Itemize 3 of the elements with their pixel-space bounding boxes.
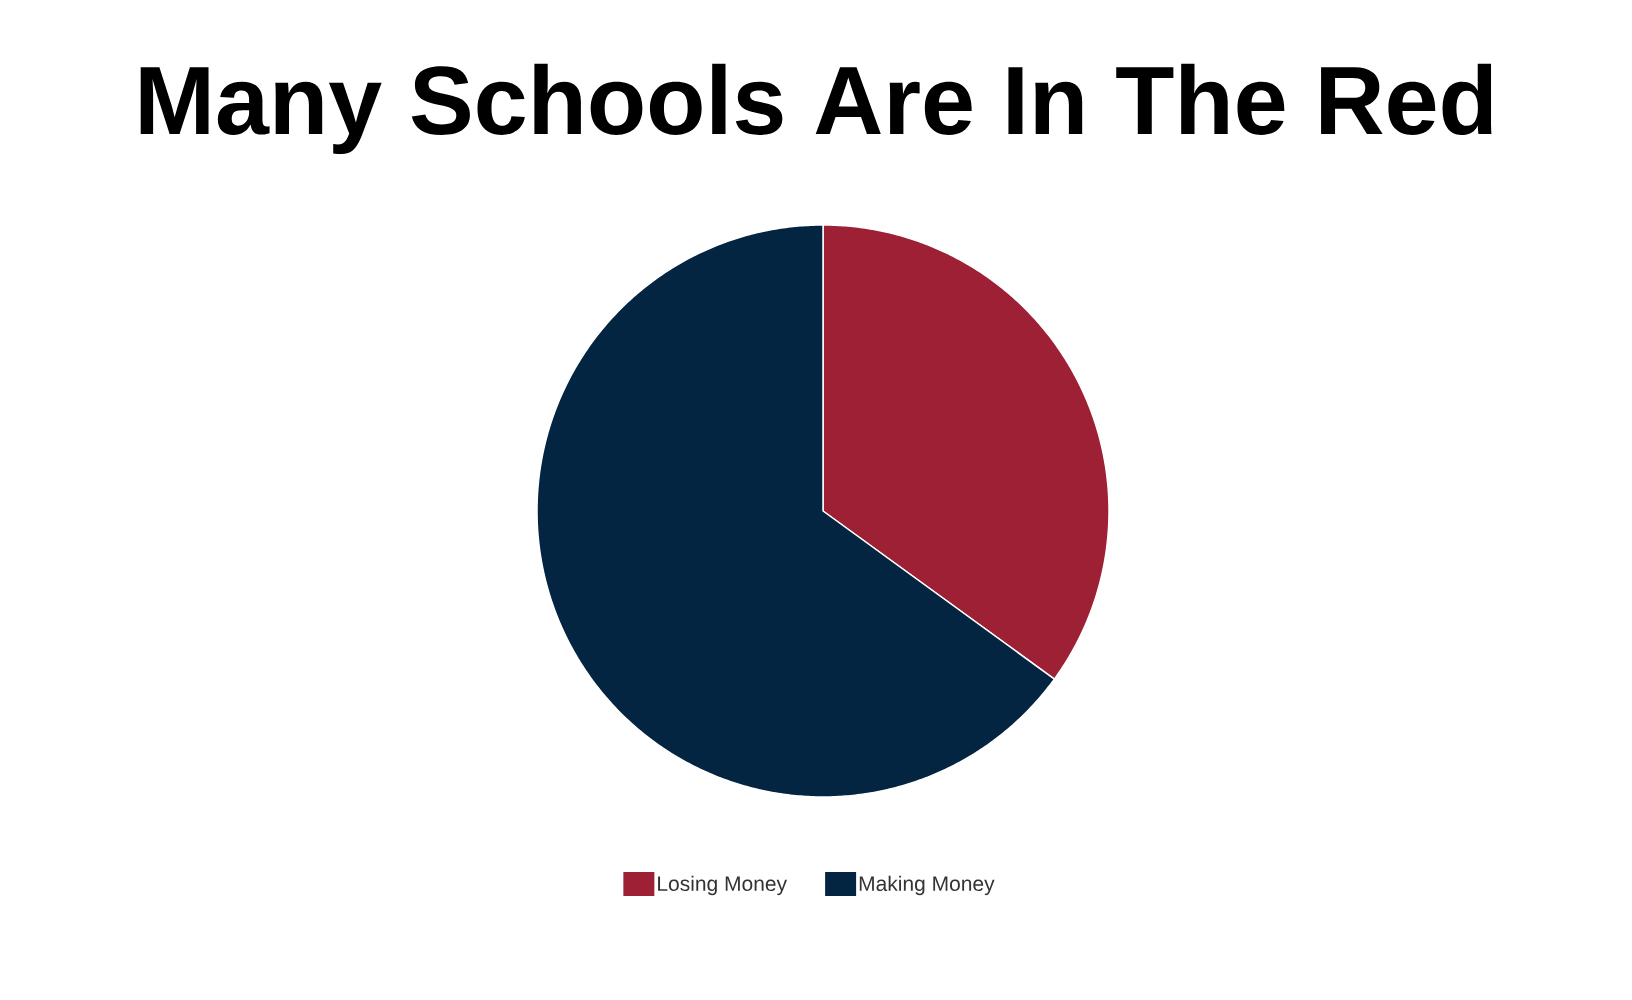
legend-label: Losing Money bbox=[658, 875, 788, 896]
chart-title: Many Schools Are In The Red bbox=[140, 63, 1492, 155]
legend-label: Making Money bbox=[859, 875, 995, 896]
